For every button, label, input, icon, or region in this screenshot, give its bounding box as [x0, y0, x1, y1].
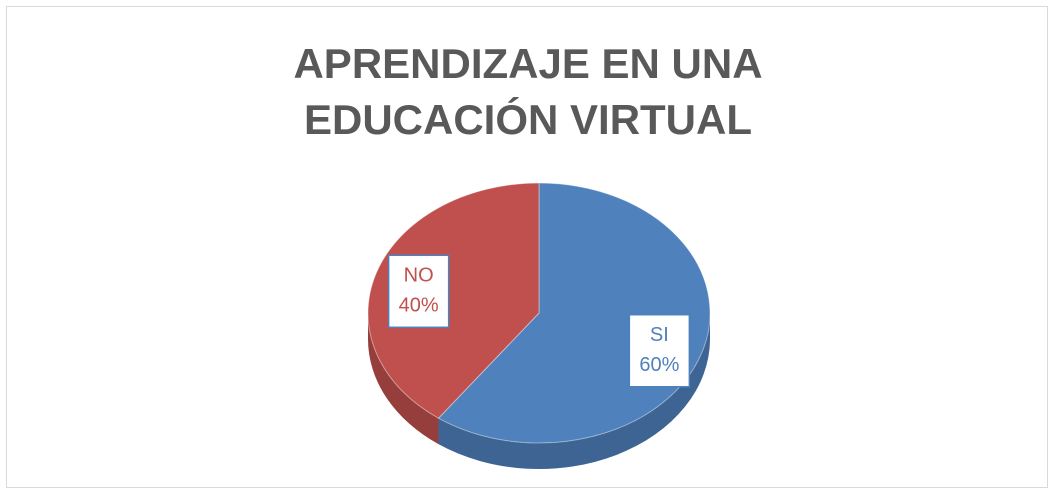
chart-frame [6, 6, 1048, 488]
value-label: 60% [639, 354, 679, 376]
category-label: SI [650, 324, 669, 346]
slice-shade [438, 313, 710, 469]
slice-side [438, 313, 710, 469]
category-label: NO [404, 265, 434, 287]
label-box [628, 313, 691, 388]
slice [367, 182, 540, 419]
slice-side [368, 313, 439, 445]
value-label: 40% [399, 295, 439, 317]
label-box [387, 254, 450, 329]
chart-title: APRENDIZAJE EN UNA EDUCACIÓN VIRTUAL [293, 40, 763, 143]
slice-shade [368, 313, 439, 445]
